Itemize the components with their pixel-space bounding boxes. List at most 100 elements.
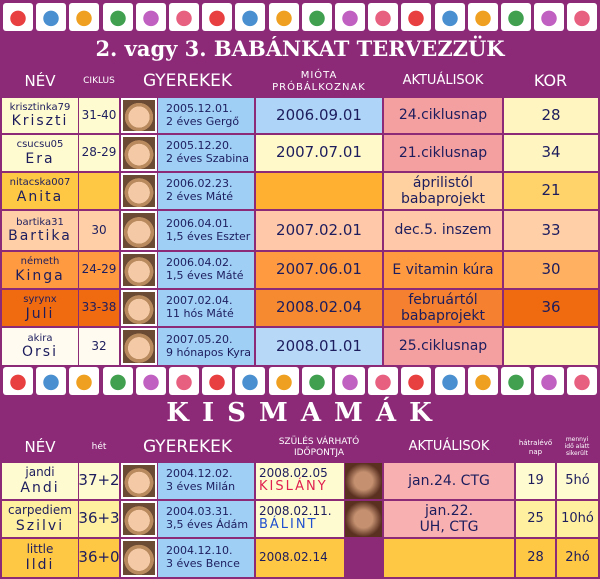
week-cell-text: 36+3 [79,509,119,528]
decor-icon [301,3,332,31]
name-cell-text: bartika31 [16,216,64,228]
cycle-cell-text: 28-29 [81,145,117,160]
header-text: NÉV [24,437,56,456]
child-cell-text: 9 hónapos Kyra [166,345,252,359]
due-cell-text: 2008.02.05 [259,465,328,480]
since-cell-text: 2006.09.01 [276,105,362,124]
since-cell: 2007.02.01 [256,211,382,250]
child-cell: 2007.05.20. 9 hónapos Kyra [158,328,254,365]
header: hátralévő nap [515,433,556,462]
header-line: MIÓTA [300,70,338,81]
child-cell-text: 3 éves Bence [166,557,240,570]
child-cell: 2004.03.31. 3,5 éves Ádám [158,501,254,537]
decor-icon [268,3,299,31]
decor-icon [36,3,67,31]
header-text: KOR [533,71,568,91]
cycle-cell: 31-40 [79,98,119,133]
child-photo [121,501,157,537]
header-text: hét [91,442,107,453]
news-cell-text: 25.ciklusnap [398,338,488,355]
news-cell: februártól babaprojekt [384,290,502,326]
decor-icon [301,367,332,395]
decor-icon [501,367,531,395]
due-cell: 2008.02.11. BÁLINT [256,501,344,537]
child-cell-text: 2004.03.31. [166,505,233,519]
name-cell-text: németh [20,256,60,268]
decor-icon [202,3,233,31]
cycle-cell-text: 24-29 [81,262,117,277]
name-cell: akira Orsi [2,328,78,365]
decor-icon [434,367,465,395]
age-cell: 30 [504,252,598,288]
age-cell-text: 21 [541,181,561,200]
decor-icon [69,367,100,395]
since-cell: 2008.01.01 [256,328,382,365]
age-cell-text: 34 [541,143,561,162]
header-text: CIKLUS [83,76,115,87]
due-cell-text: KISLÁNY [259,479,328,495]
name-cell-text: Bartika [8,228,72,245]
child-photo [121,98,157,133]
news-cell: 24.ciklusnap [384,98,502,133]
decor-icon [268,367,299,395]
name-cell-text: Juli [25,305,55,322]
child-photo [121,135,157,171]
months-cell: 10hó [557,501,598,537]
decor-icon [169,367,199,395]
news-cell-text: 24.ciklusnap [398,107,488,124]
child-photo [121,211,157,250]
child-cell: 2006.04.02. 1,5 éves Máté [158,252,254,288]
news-cell: 21.ciklusnap [384,135,502,171]
name-cell-text: Anita [16,188,64,205]
child-photo [121,539,157,577]
news-cell: E vitamin kúra [384,252,502,288]
decor-icon [102,367,133,395]
age-cell [504,328,598,365]
name-cell: jandi Andi [2,463,78,499]
news-cell: jan.24. CTG [384,463,514,499]
name-cell: nitacska007 Anita [2,173,78,209]
decor-icon [135,3,166,31]
name-cell-text: csucsu05 [16,139,64,151]
child-cell-text: 2004.12.02. [166,467,233,481]
header-line: idő alatt [564,443,590,451]
child-cell-text: 2 éves Máté [166,190,234,203]
child-cell-text: 2006.02.23. [166,177,233,191]
child-cell-text: 2005.12.20. [166,139,233,153]
name-cell-text: Kinga [15,267,65,284]
child-cell-text: 2004.12.10. [166,544,233,558]
header: NÉV [2,66,78,97]
header: hét [78,433,120,462]
since-cell-text: 2007.07.01 [276,143,362,162]
since-cell-text: 2008.01.01 [276,336,362,355]
decor-icon [3,3,33,31]
child-cell-text: 2 éves Szabina [166,152,250,165]
days-cell-text: 25 [527,510,544,526]
days-cell: 28 [516,539,555,577]
header-line: SZÜLÉS VÁRHATÓ [278,437,360,448]
news-cell-line: UH, CTG [419,519,479,535]
days-cell-text: 19 [527,472,544,488]
child-cell: 2005.12.01. 2 éves Gergő [158,98,254,133]
decor-icon [368,3,399,31]
months-cell: 5hó [557,463,598,499]
since-cell: 2007.07.01 [256,135,382,171]
name-cell: carpediem Szilvi [2,501,78,537]
week-cell: 37+2 [79,463,119,499]
age-cell-text: 36 [541,298,561,317]
child-cell-text: 2007.05.20. [166,332,233,346]
header: mennyi idő alatt sikerült [556,433,598,462]
since-cell-text: 2007.06.01 [276,260,362,279]
news-cell-line: áprilistól [412,174,474,191]
since-cell: 2006.09.01 [256,98,382,133]
decor-icon [202,367,233,395]
age-cell: 21 [504,173,598,209]
name-cell-text: Szilvi [15,517,65,534]
child-photo [121,252,157,288]
name-cell-text: Ildi [25,556,55,573]
child-cell: 2004.12.02. 3 éves Milán [158,463,254,499]
cycle-cell: 30 [79,211,119,250]
child-cell-text: 2006.04.01. [166,216,233,230]
child-cell: 2005.12.20. 2 éves Szabina [158,135,254,171]
cycle-cell-text: 32 [91,338,107,353]
